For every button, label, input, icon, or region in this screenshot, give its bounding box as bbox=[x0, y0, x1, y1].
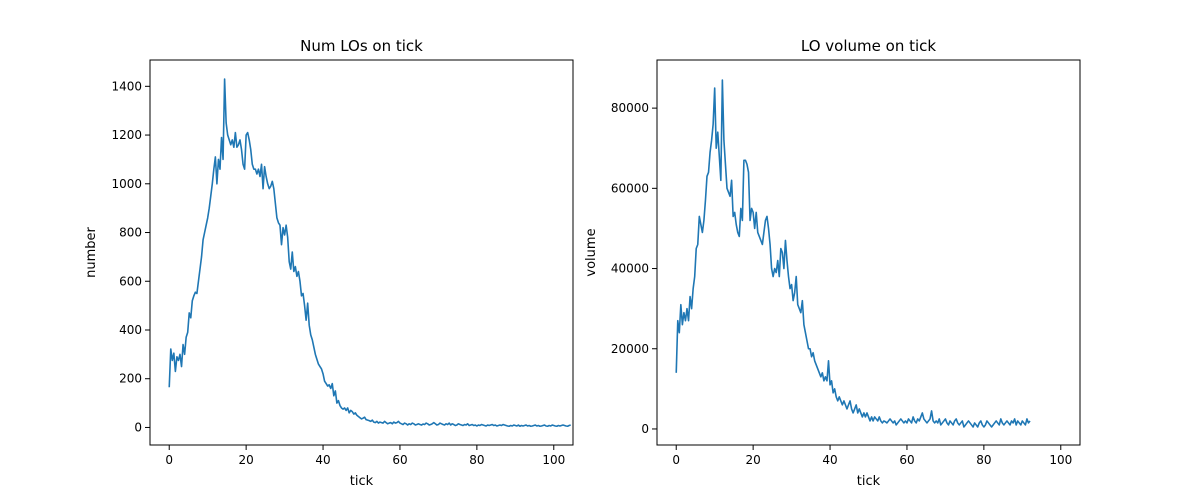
series-line bbox=[168, 78, 571, 428]
x-tick-label: 80 bbox=[469, 453, 484, 467]
x-tick-label: 60 bbox=[899, 453, 914, 467]
y-tick-label: 40000 bbox=[611, 262, 649, 276]
plot-frame bbox=[656, 59, 1081, 446]
x-tick-label: 0 bbox=[672, 453, 680, 467]
x-tick-label: 80 bbox=[976, 453, 991, 467]
y-tick-label: 800 bbox=[119, 226, 142, 240]
y-tick-label: 200 bbox=[119, 372, 142, 386]
y-tick-label: 600 bbox=[119, 274, 142, 288]
x-tick-label: 20 bbox=[745, 453, 760, 467]
y-tick-label: 400 bbox=[119, 323, 142, 337]
x-tick-label: 100 bbox=[1049, 453, 1072, 467]
x-tick-label: 0 bbox=[165, 453, 173, 467]
y-tick-label: 1400 bbox=[111, 79, 142, 93]
x-tick-label: 40 bbox=[315, 453, 330, 467]
x-tick-label: 60 bbox=[392, 453, 407, 467]
y-axis-label: number bbox=[84, 226, 99, 277]
y-axis-label: volume bbox=[584, 228, 599, 276]
plot-frame bbox=[149, 59, 574, 446]
chart-panel-right: LO volume on tick tick volume 0 20 40 60 80 100 0… bbox=[584, 37, 1081, 489]
y-tick-label: 20000 bbox=[611, 342, 649, 356]
x-tick-label: 100 bbox=[542, 453, 565, 467]
series-line bbox=[675, 79, 1031, 428]
chart-title: LO volume on tick bbox=[801, 37, 936, 55]
y-tick-label: 1000 bbox=[111, 177, 142, 191]
y-tick-label: 80000 bbox=[611, 101, 649, 115]
y-tick-label: 0 bbox=[641, 422, 649, 436]
x-tick-label: 40 bbox=[822, 453, 837, 467]
y-tick-label: 60000 bbox=[611, 181, 649, 195]
y-tick-label: 0 bbox=[134, 420, 142, 434]
x-tick-label: 20 bbox=[238, 453, 253, 467]
y-tick-label: 1200 bbox=[111, 128, 142, 142]
x-axis-label: tick bbox=[857, 474, 881, 489]
chart-title: Num LOs on tick bbox=[300, 37, 423, 55]
x-axis-label: tick bbox=[350, 474, 374, 489]
